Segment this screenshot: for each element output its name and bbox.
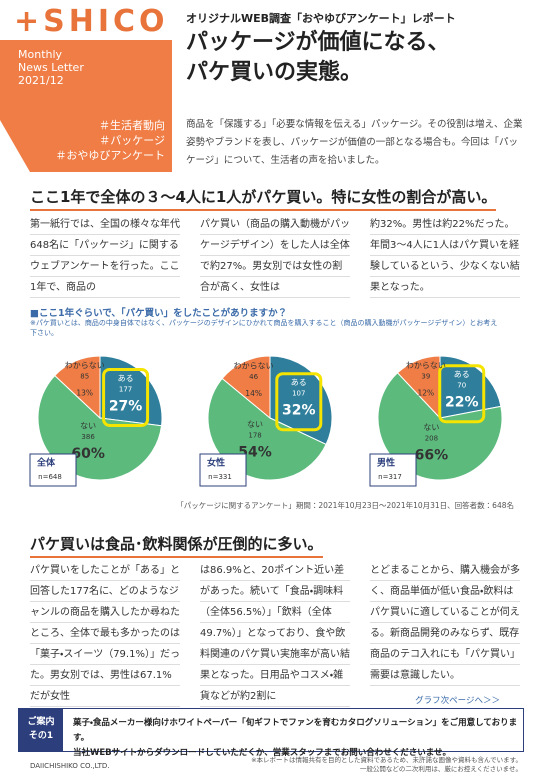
next-page-link[interactable]: グラフ次ページへ＞＞	[415, 696, 500, 706]
title-line: パケ買いの実態。	[186, 60, 363, 85]
info-text: 菓子・食品メーカー様向けホワイトペーパー「旬ギフトでファンを育むカタログソリュー…	[73, 716, 523, 761]
tag: ＃パッケージ	[99, 134, 165, 147]
tag: ＃おやゆびアンケート	[55, 149, 165, 162]
slice-count: 46	[249, 373, 258, 381]
slice-percent: 14%	[245, 389, 262, 398]
pie-slice	[439, 355, 502, 419]
text-column: パケ買いをしたことが「ある」と回答した177名に、どのようなジャンルの商品を購入…	[30, 560, 180, 707]
tag: ＃生活者動向	[99, 119, 165, 132]
slice-label: ない	[423, 423, 439, 432]
slice-count: 85	[80, 373, 89, 381]
highlight-box	[438, 364, 486, 424]
pie-slice	[54, 355, 101, 420]
header-shape	[0, 40, 172, 172]
meta-line: News Letter	[18, 61, 84, 74]
intro: 商品を「保護する」「必要な情報を伝える」パッケージ。その役割は増え、企業姿勢やブ…	[186, 119, 523, 166]
group-box	[199, 453, 247, 487]
slice-label: わからない	[65, 361, 105, 370]
orange-block	[0, 40, 172, 172]
group-box	[369, 453, 417, 487]
tags: ＃生活者動向 ＃パッケージ ＃おやゆびアンケート	[40, 118, 165, 163]
subtitle: オリジナルWEB調査「おやゆびアンケート」レポート	[186, 12, 456, 25]
issue-info: Monthly News Letter 2021/12	[18, 48, 84, 87]
slice-label: ある	[118, 374, 134, 383]
slice-label: ない	[80, 422, 96, 431]
slice-count: 177	[119, 385, 132, 393]
info-line: 菓子・食品メーカー様向けホワイトペーパー「旬ギフトでファンを育むカタログソリュー…	[73, 718, 518, 743]
info-line: 当社WEBサイトからダウンロードしていただくか、営業スタッフまでお問い合わせくだ…	[73, 748, 451, 758]
group-n: n=331	[208, 473, 232, 481]
slice-count: 178	[248, 432, 261, 440]
slice-count: 107	[292, 390, 305, 398]
slice-count: 386	[81, 433, 95, 441]
text-column: は86.9%と、20ポイント近い差があった。続いて「食品・調味料（全体56.5%…	[200, 560, 350, 707]
info-box: ご案内 その1 菓子・食品メーカー様向けホワイトペーパー「旬ギフトでファンを育む…	[18, 708, 524, 758]
slice-label: わからない	[406, 361, 446, 370]
highlight-box	[102, 367, 150, 427]
footnote: 一般公開などの二次利用は、厳にお控えくださいませ。	[359, 765, 522, 773]
meta-line: 2021/12	[18, 74, 64, 87]
group-box	[29, 453, 77, 487]
slice-percent: 60%	[71, 446, 105, 462]
pie-charts: ある 177 27% ない 386 60% わからない 85 13% 全体 n=648 ある 107 32…	[29, 355, 503, 487]
footnote: ※本レポートは情報共有を目的とした資料であるため、未許諾な画像や資料も含んでいま…	[251, 756, 522, 764]
source: 「パッケージに関するアンケート」期間：2021年10月23日〜2021年10月3…	[176, 501, 514, 510]
slice-percent: 32%	[282, 403, 316, 419]
title-line: パッケージが価値になる、	[186, 30, 450, 55]
group-label: 男性	[377, 457, 395, 469]
group-label: 女性	[207, 457, 225, 469]
text-column: パケ買い（商品の購入動機がパッケージデザイン）をした人は全体で約27%。男女別で…	[200, 214, 350, 298]
pie-slice	[377, 372, 503, 481]
slice-count: 70	[457, 382, 466, 390]
title: パッケージが価値になる、 パケ買いの実態。	[186, 28, 450, 88]
section-heading: パケ買いは食品･飲料関係が圧倒的に多い。	[30, 533, 323, 558]
pie-slice	[221, 355, 271, 420]
group-n: n=317	[378, 473, 402, 481]
slice-count: 208	[425, 435, 438, 443]
meta-line: Monthly	[18, 48, 63, 61]
slice-percent: 22%	[445, 395, 479, 411]
section-heading: ここ1年で全体の３〜4人に1人がパケ買い。特に女性の割合が高い。	[30, 186, 497, 211]
pie-slice	[396, 355, 441, 420]
logo: +SHICO	[14, 4, 169, 39]
chart-note: ※パケ買いとは、商品の中身自体ではなく、パッケージのデザインにひかれて商品を購入…	[30, 319, 498, 337]
group-n: n=648	[38, 473, 62, 481]
footnotes: ※本レポートは情報共有を目的とした資料であるため、未許諾な画像や資料も含んでいま…	[251, 756, 522, 774]
slice-percent: 27%	[109, 398, 143, 414]
info-label: ご案内 その1	[19, 709, 63, 751]
slice-count: 39	[421, 372, 430, 380]
slice-label: ある	[454, 370, 470, 379]
slice-percent: 66%	[415, 448, 449, 464]
group-label: 全体	[37, 457, 56, 469]
slice-label: ある	[291, 378, 307, 387]
chart-title: ■ここ1年ぐらいで、「パケ買い」をしたことがありますか？	[30, 308, 288, 319]
text-column: とどまることから、購入機会が多く、商品単価が低い食品・飲料はパケ買いに適している…	[370, 560, 520, 686]
info-label-line: ご案内	[27, 717, 55, 727]
slice-percent: 12%	[418, 388, 435, 397]
slice-label: ない	[247, 420, 263, 429]
slice-label: わからない	[234, 362, 274, 371]
text-column: 約32%。男性は約22%だった。年間3〜4人に1人はパケ買いを経験しているという…	[370, 214, 520, 298]
info-label-line: その1	[28, 731, 54, 741]
highlight-box	[275, 372, 323, 432]
company: DAIICHISHIKO CO.,LTD.	[30, 762, 110, 770]
slice-percent: 13%	[76, 389, 93, 398]
slice-percent: 54%	[238, 445, 272, 461]
text-column: 第一紙行では、全国の様々な年代648名に「パッケージ」に関するウェブアンケートを…	[30, 214, 180, 298]
